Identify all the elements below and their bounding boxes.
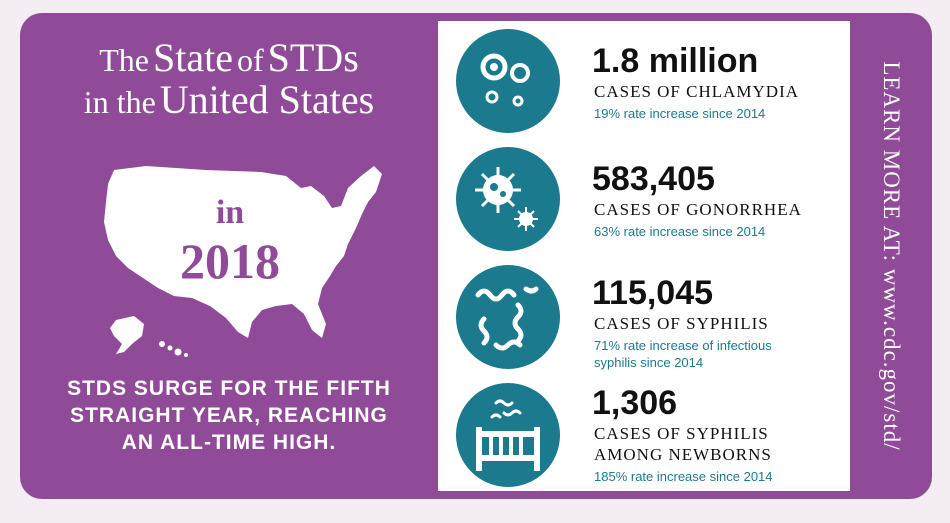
stat-chlamydia: 1.8 million CASES OF CHLAMYDIA 19% rate … [438,21,850,139]
learn-more-banner: LEARN MORE AT: www.cdc.gov/std/ [850,13,932,499]
stat-number: 583,405 [592,160,715,198]
stat-note: 71% rate increase of infectious [594,338,772,353]
tagline-line: STDS SURGE FOR THE FIFTH [67,377,391,400]
stat-label: AMONG NEWBORNS [594,445,772,464]
learn-more-link[interactable]: LEARN MORE AT: www.cdc.gov/std/ [879,61,904,451]
title-word: The [99,42,149,78]
syphilis-spirochete-icon [456,265,560,369]
year-value: 2018 [180,233,280,289]
stat-note: 19% rate increase since 2014 [594,106,766,121]
year-prefix: in [215,194,245,231]
left-panel: The State of STDs in the United States i… [20,13,438,499]
stat-number: 1,306 [592,384,678,422]
stat-note: 185% rate increase since 2014 [594,469,773,484]
stat-syphilis: 115,045 CASES OF SYPHILIS 71% rate incre… [438,257,850,375]
tagline: STDS SURGE FOR THE FIFTH STRAIGHT YEAR, … [30,375,428,456]
tagline-line: STRAIGHT YEAR, REACHING [70,404,388,427]
stat-gonorrhea: 583,405 CASES OF GONORRHEA 63% rate incr… [438,139,850,257]
chlamydia-cells-icon [456,29,560,133]
stat-number: 115,045 [592,274,714,312]
us-map-icon [104,166,382,357]
tagline-line: AN ALL-TIME HIGH. [121,431,337,454]
stat-label: CASES OF GONORRHEA [594,200,802,219]
title-word: State [152,35,233,80]
stat-number: 1.8 million [592,42,759,80]
stats-panel: 1.8 million CASES OF CHLAMYDIA 19% rate … [438,21,850,491]
gonorrhea-bacteria-icon [456,147,560,251]
title-word: United States [159,77,375,122]
stat-label: CASES OF CHLAMYDIA [594,82,800,101]
title-word: STDs [267,35,359,80]
stat-label: CASES OF SYPHILIS [594,424,769,443]
stat-label: CASES OF SYPHILIS [594,314,769,333]
year-label: in 2018 [160,193,300,303]
title-word: of [236,42,264,78]
title-word: in the [83,84,156,120]
crib-icon [456,383,560,487]
stat-note: syphilis since 2014 [594,355,704,370]
stat-congenital-syphilis: 1,306 CASES OF SYPHILIS AMONG NEWBORNS 1… [438,375,850,493]
stat-note: 63% rate increase since 2014 [594,224,766,239]
infographic-card: The State of STDs in the United States i… [20,13,932,499]
infographic-title: The State of STDs in the United States [20,37,438,121]
